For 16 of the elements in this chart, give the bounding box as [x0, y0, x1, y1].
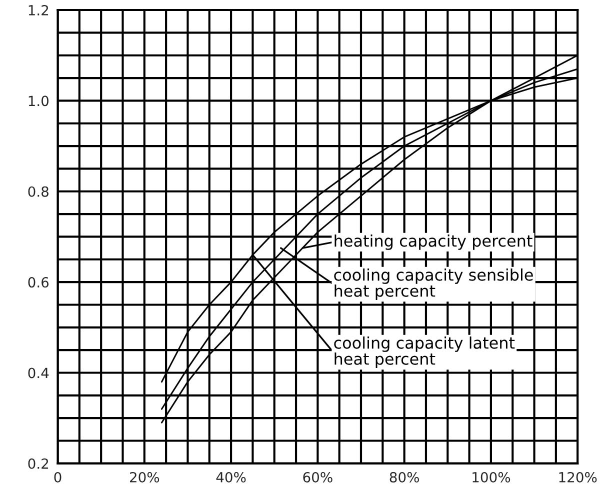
y-tick-label: 0.8: [28, 186, 48, 197]
y-tick-label: 0.6: [28, 277, 49, 288]
y-tick-label: 1.2: [28, 4, 48, 16]
y-tick-label: 0.2: [28, 458, 48, 469]
annotation: cooling capacity latent heat percent: [334, 336, 515, 368]
annotation: heating capacity percent: [334, 234, 532, 250]
y-tick-label: 1.0: [28, 96, 49, 106]
x-tick-label: 120%: [559, 472, 597, 483]
x-tick-label: 40%: [216, 472, 246, 483]
annotation: cooling capacity sensible heat percent: [334, 268, 533, 300]
y-tick-label: 0.4: [28, 368, 49, 378]
x-tick-label: 20%: [130, 472, 160, 483]
x-tick-label: 80%: [390, 472, 419, 483]
x-tick-label: 0: [54, 472, 62, 483]
x-tick-label: 100%: [472, 472, 510, 483]
x-tick-label: 60%: [303, 472, 332, 483]
